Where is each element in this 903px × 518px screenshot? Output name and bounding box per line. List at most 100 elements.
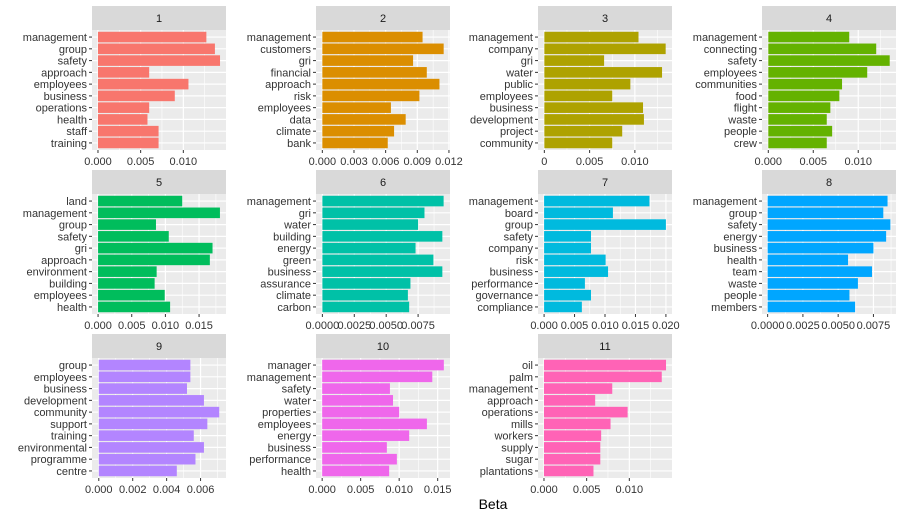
bar-approach <box>97 67 150 78</box>
bar-employees <box>98 289 165 301</box>
bar-palm <box>543 371 662 383</box>
y-tick-label: gri <box>299 56 311 68</box>
x-tick-label: 0.010 <box>152 320 180 332</box>
facet-panel-7: 7 managementboardgroupsafetycompanyriskbu… <box>469 170 680 332</box>
bar-climate <box>322 125 395 137</box>
bar-compliance <box>544 301 582 313</box>
y-tick-label: health <box>281 466 311 478</box>
y-tick-label: health <box>57 114 87 126</box>
facet-panel-11: 11 oilpalmmanagementapproachoperationsmil… <box>469 334 672 496</box>
y-tick-label: operations <box>482 407 534 419</box>
x-tick-label: 0.000 <box>755 156 783 168</box>
y-tick-label: green <box>283 255 311 267</box>
bar-safety <box>98 231 169 242</box>
y-tick-label: climate <box>276 290 311 302</box>
bar-green <box>322 254 434 266</box>
facet-strip <box>538 334 672 358</box>
bar-environmental <box>98 442 204 453</box>
y-tick-label: compliance <box>477 302 533 314</box>
bar-climate <box>322 289 408 301</box>
y-tick-label: group <box>729 208 757 220</box>
x-tick-label: 0.005 <box>573 484 601 496</box>
y-tick-label: building <box>273 231 311 243</box>
bar-communities <box>768 78 843 90</box>
y-tick-label: employees <box>258 103 312 115</box>
y-tick-label: palm <box>509 372 533 384</box>
bar-gri <box>322 55 414 66</box>
y-tick-label: employees <box>258 419 312 431</box>
bar-assurance <box>322 278 411 289</box>
x-tick-label: 0.0000 <box>306 320 340 332</box>
bar-group <box>767 207 884 219</box>
y-tick-label: training <box>51 431 87 443</box>
y-tick-label: safety <box>728 220 758 232</box>
y-tick-label: team <box>733 267 757 279</box>
bar-water <box>322 219 419 230</box>
y-tick-label: connecting <box>704 44 757 56</box>
bar-management <box>543 383 613 394</box>
facet-strip <box>92 6 226 30</box>
bar-sugar <box>543 453 601 465</box>
bar-community <box>98 406 220 418</box>
y-tick-label: management <box>247 196 311 208</box>
y-tick-label: governance <box>476 290 534 302</box>
y-tick-label: board <box>505 208 533 220</box>
y-tick-label: environmental <box>18 442 87 454</box>
y-tick-label: programme <box>31 454 87 466</box>
bar-employees <box>97 78 189 90</box>
y-tick-label: people <box>724 290 757 302</box>
bar-team <box>767 266 873 277</box>
bar-management <box>322 31 423 43</box>
x-tick-label: 0.015 <box>424 484 452 496</box>
bar-performance <box>544 278 585 289</box>
x-tick-label: 0.000 <box>308 484 336 496</box>
bar-project <box>544 125 623 137</box>
facet-strip-label: 10 <box>377 341 389 353</box>
y-tick-label: staff <box>66 126 88 138</box>
y-tick-label: flight <box>734 103 757 115</box>
y-tick-label: business <box>268 267 312 279</box>
bar-waste <box>768 114 827 125</box>
x-tick-label: 0.006 <box>187 484 215 496</box>
x-tick-label: 0.005 <box>118 320 146 332</box>
y-tick-label: business <box>490 103 534 115</box>
bar-people <box>767 289 850 301</box>
x-tick-label: 0.009 <box>404 156 432 168</box>
bar-business <box>544 102 644 113</box>
facet-panel-3: 3 managementcompanygriwaterpublicemployee… <box>469 6 672 168</box>
bar-safety <box>544 231 591 242</box>
bar-employees <box>322 102 391 113</box>
facet-strip-label: 7 <box>602 177 608 189</box>
bar-water <box>544 67 663 78</box>
y-tick-label: mills <box>511 419 533 431</box>
bar-management <box>768 31 850 43</box>
y-tick-label: community <box>480 138 534 150</box>
facet-strip <box>92 170 226 194</box>
y-tick-label: group <box>59 220 87 232</box>
bar-group <box>97 43 215 55</box>
x-tick-label: 0.000 <box>84 320 112 332</box>
bar-members <box>767 301 856 313</box>
y-tick-label: approach <box>41 255 87 267</box>
y-tick-label: project <box>500 126 533 138</box>
facet-strip-label: 3 <box>602 13 608 25</box>
bar-employees <box>98 371 191 383</box>
y-tick-label: building <box>49 278 87 290</box>
y-tick-label: supply <box>501 442 533 454</box>
bar-programme <box>98 453 196 465</box>
facet-strip-label: 1 <box>156 13 162 25</box>
x-tick-label: 0.010 <box>621 156 649 168</box>
y-tick-label: training <box>51 138 87 150</box>
x-tick-label: 0.015 <box>185 320 213 332</box>
x-tick-label: 0.003 <box>340 156 368 168</box>
bar-financial <box>322 67 427 78</box>
bar-environment <box>98 266 157 277</box>
y-tick-label: data <box>290 114 312 126</box>
bar-management <box>544 195 650 207</box>
x-tick-label: 0.0025 <box>337 320 371 332</box>
bar-training <box>97 137 159 149</box>
facet-strip-label: 11 <box>599 341 610 353</box>
y-tick-label: approach <box>265 79 311 91</box>
bar-management <box>322 371 433 383</box>
y-tick-label: management <box>247 372 311 384</box>
